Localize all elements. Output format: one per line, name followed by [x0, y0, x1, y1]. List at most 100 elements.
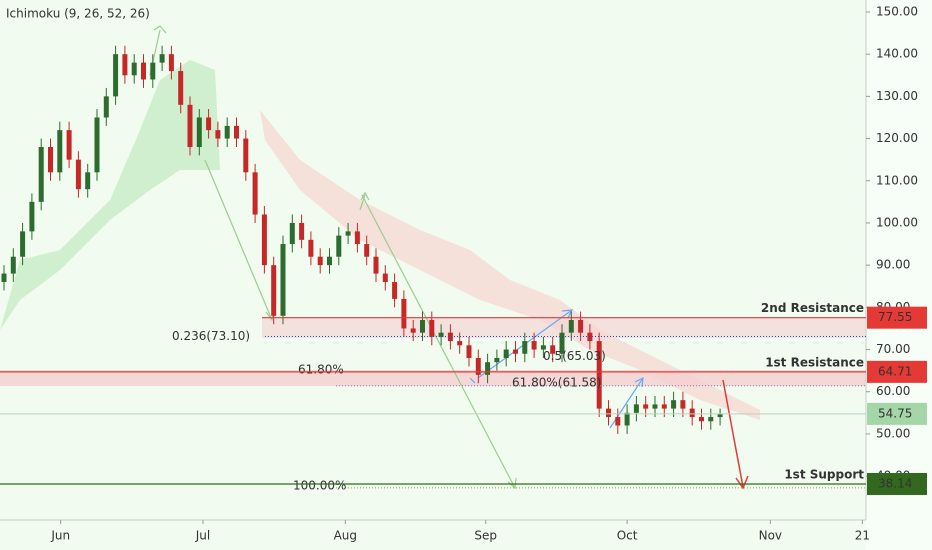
- candle-body: [624, 412, 630, 426]
- candle-body: [596, 341, 602, 409]
- candle-body: [317, 256, 323, 266]
- candle-body: [10, 256, 16, 274]
- candle-body: [280, 244, 286, 316]
- candle-body: [382, 273, 388, 283]
- y-tick-label: 130.00: [876, 89, 918, 103]
- candle-body: [140, 62, 146, 80]
- x-tick-label: Jul: [195, 529, 210, 543]
- cloud: [260, 110, 760, 420]
- y-tick-label: 120.00: [876, 131, 918, 145]
- candle-body: [698, 417, 704, 422]
- price-tag: [867, 306, 927, 329]
- candle-body: [578, 320, 584, 333]
- candle-body: [178, 71, 184, 105]
- candle-body: [66, 130, 72, 160]
- candle-body: [364, 244, 370, 257]
- fib-label: 0.236(73.10): [172, 329, 250, 343]
- candle-body: [29, 201, 35, 232]
- y-tick-label: 60.00: [876, 384, 910, 398]
- fib-label: 100.00%: [293, 478, 346, 492]
- candle-body: [708, 417, 714, 422]
- candle-body: [671, 400, 677, 409]
- candle-body: [429, 320, 435, 337]
- candle-body: [512, 349, 518, 354]
- x-tick-label: 21: [855, 529, 870, 543]
- resistance-zone: [0, 370, 866, 386]
- x-tick-label: Oct: [617, 529, 638, 543]
- x-tick-label: Jun: [50, 529, 70, 543]
- candle-body: [122, 54, 128, 76]
- y-tick-label: 150.00: [876, 4, 918, 18]
- x-tick-label: Nov: [759, 529, 782, 543]
- candle-body: [559, 332, 565, 354]
- candle-body: [680, 400, 686, 409]
- price-tag: [867, 472, 927, 495]
- forecast-arrow: [722, 379, 749, 490]
- candle-body: [457, 341, 463, 346]
- candle-body: [466, 345, 472, 358]
- price-tag-label: 64.71: [878, 364, 912, 378]
- candle-body: [85, 172, 91, 190]
- y-tick-label: 70.00: [876, 342, 910, 356]
- candle-body: [252, 172, 258, 215]
- candle-body: [326, 256, 332, 266]
- candle-body: [661, 404, 667, 409]
- candle-body: [75, 159, 81, 190]
- level-label: 1st Support: [784, 467, 864, 481]
- cloud: [0, 60, 220, 330]
- candle-body: [643, 404, 649, 409]
- candle-body: [503, 349, 509, 358]
- level-label: 1st Resistance: [765, 355, 864, 369]
- candle-body: [485, 362, 491, 375]
- candle-body: [168, 54, 174, 72]
- price-tag-label: 54.75: [878, 406, 912, 420]
- candle-body: [196, 117, 202, 148]
- candle-body: [113, 54, 119, 97]
- x-tick-label: Sep: [474, 529, 497, 543]
- candle-body: [550, 345, 556, 354]
- candle-body: [1, 273, 7, 283]
- candle-body: [475, 357, 481, 375]
- candle-body: [531, 341, 537, 350]
- candle-body: [373, 256, 379, 274]
- candle-body: [299, 222, 305, 240]
- candle-body: [494, 357, 500, 363]
- fib-label: 61.80%: [298, 362, 344, 376]
- candle-body: [289, 222, 295, 245]
- y-tick-label: 110.00: [876, 173, 918, 187]
- candle-body: [633, 404, 639, 413]
- candle-body: [540, 345, 546, 350]
- candle-body: [94, 117, 100, 173]
- candle-body: [271, 265, 277, 316]
- candle-body: [392, 282, 398, 299]
- candle-body: [38, 147, 44, 202]
- candle-body: [689, 408, 695, 418]
- y-tick-label: 90.00: [876, 258, 910, 272]
- price-axis: [866, 0, 932, 550]
- candle-body: [103, 96, 109, 118]
- candle-body: [20, 231, 26, 257]
- candle-body: [131, 62, 137, 76]
- fib-label: 0.5(65.03): [543, 349, 606, 363]
- indicator-title: Ichimoku (9, 26, 52, 26): [6, 7, 150, 21]
- x-tick-label: Aug: [334, 529, 357, 543]
- candle-body: [57, 130, 63, 173]
- candle-body: [410, 328, 416, 333]
- candle-body: [568, 320, 574, 333]
- price-tag-label: 38.14: [878, 476, 912, 490]
- fib-label: 61.80%(61.58): [512, 376, 601, 390]
- level-label: 2nd Resistance: [761, 301, 864, 315]
- candle-body: [308, 239, 314, 257]
- candle-body: [354, 231, 360, 245]
- y-tick-label: 140.00: [876, 47, 918, 61]
- candle-body: [717, 413, 723, 418]
- candle-body: [438, 332, 444, 337]
- candle-body: [215, 130, 221, 139]
- price-tag-label: 77.55: [878, 310, 912, 324]
- candle-body: [615, 417, 621, 426]
- candle-body: [447, 332, 453, 342]
- candle-body: [605, 408, 611, 418]
- candle-body: [233, 125, 239, 139]
- y-tick-label: 50.00: [876, 426, 910, 440]
